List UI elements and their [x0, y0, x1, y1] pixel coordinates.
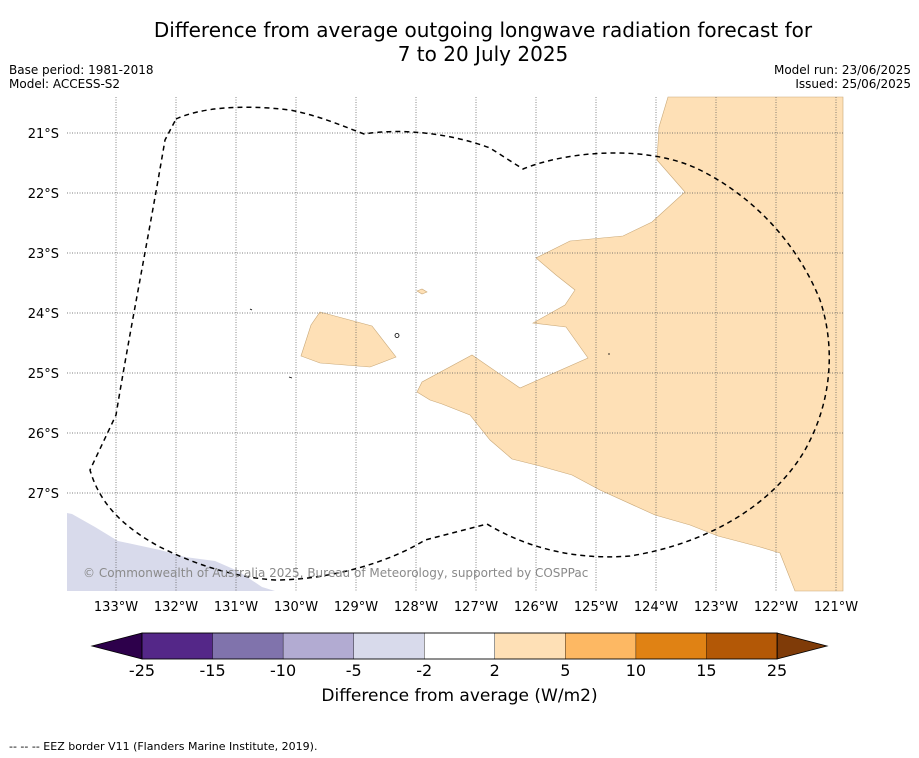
lon-label: 132°W	[154, 600, 198, 615]
lon-label: 122°W	[754, 600, 798, 615]
graticule	[67, 97, 843, 591]
lat-label: 25°S	[28, 367, 59, 382]
lon-label: 129°W	[334, 600, 378, 615]
base-period: Base period: 1981-2018	[9, 63, 154, 77]
lon-label: 126°W	[514, 600, 558, 615]
colorbar-tick-label: 2	[490, 661, 500, 680]
copyright-text: © Commonwealth of Australia 2025, Bureau…	[83, 566, 588, 580]
lon-label: 128°W	[394, 600, 438, 615]
colorbar-over-arrow	[776, 632, 829, 660]
colorbar-tick-label: 5	[560, 661, 570, 680]
lat-label: 27°S	[28, 487, 59, 502]
colorbar-tick-label: 10	[626, 661, 646, 680]
model-run: Model run: 23/06/2025	[773, 63, 911, 77]
colorbar-tick-label: 25	[767, 661, 787, 680]
issued-date: Issued: 25/06/2025	[795, 77, 911, 91]
title-line-2: 7 to 20 July 2025	[397, 42, 569, 66]
lat-label: 22°S	[28, 187, 59, 202]
anomaly-fill-negative	[67, 513, 275, 591]
map-title: Difference from average outgoing longwav…	[0, 18, 919, 66]
lat-label: 23°S	[28, 247, 59, 262]
colorbar-frame	[141, 632, 778, 660]
lon-label: 130°W	[274, 600, 318, 615]
colorbar-segment	[141, 632, 214, 660]
colorbar-ticks: -25 -15 -10 -5 -2 2 5 10 15 25	[129, 661, 787, 680]
title-line-1: Difference from average outgoing longwav…	[153, 18, 813, 42]
colorbar-segments	[141, 632, 778, 660]
colorbar-segment	[212, 632, 284, 660]
lon-label: 131°W	[214, 600, 258, 615]
colorbar-segment	[565, 632, 637, 660]
lat-label: 24°S	[28, 307, 59, 322]
colorbar-segment	[706, 632, 778, 660]
colorbar-tick-label: -15	[199, 661, 225, 680]
meta-left: Base period: 1981-2018 Model: ACCESS-S2	[9, 63, 154, 91]
colorbar-under-arrow	[90, 632, 143, 660]
lon-labels: 133°W 132°W 131°W 130°W 129°W 128°W 127°…	[94, 600, 858, 615]
lon-label: 124°W	[634, 600, 678, 615]
lat-labels: 21°S 22°S 23°S 24°S 25°S 26°S 27°S	[28, 127, 59, 502]
colorbar: -25 -15 -10 -5 -2 2 5 10 15 25	[90, 632, 829, 680]
colorbar-segment	[424, 632, 496, 660]
lat-label: 26°S	[28, 427, 59, 442]
colorbar-label: Difference from average (W/m2)	[321, 686, 598, 706]
colorbar-segment	[494, 632, 567, 660]
meta-right: Model run: 23/06/2025 Issued: 25/06/2025	[774, 63, 911, 91]
model-name: Model: ACCESS-S2	[9, 77, 121, 91]
colorbar-segment	[353, 632, 425, 660]
lon-label: 121°W	[814, 600, 858, 615]
colorbar-segment	[635, 632, 708, 660]
colorbar-tick-label: -2	[416, 661, 432, 680]
colorbar-tick-label: 15	[696, 661, 716, 680]
lat-label: 21°S	[28, 127, 59, 142]
colorbar-tick-label: -10	[270, 661, 296, 680]
lon-label: 125°W	[574, 600, 618, 615]
eez-legend-footer: -- -- -- EEZ border V11 (Flanders Marine…	[9, 740, 318, 753]
lon-label: 123°W	[694, 600, 738, 615]
lon-label: 133°W	[94, 600, 138, 615]
anomaly-fill-positive	[300, 96, 844, 592]
lon-label: 127°W	[454, 600, 498, 615]
colorbar-tick-label: -25	[129, 661, 155, 680]
islands	[249, 308, 610, 379]
eez-border	[89, 106, 831, 581]
colorbar-segment	[282, 632, 355, 660]
colorbar-tick-label: -5	[346, 661, 362, 680]
